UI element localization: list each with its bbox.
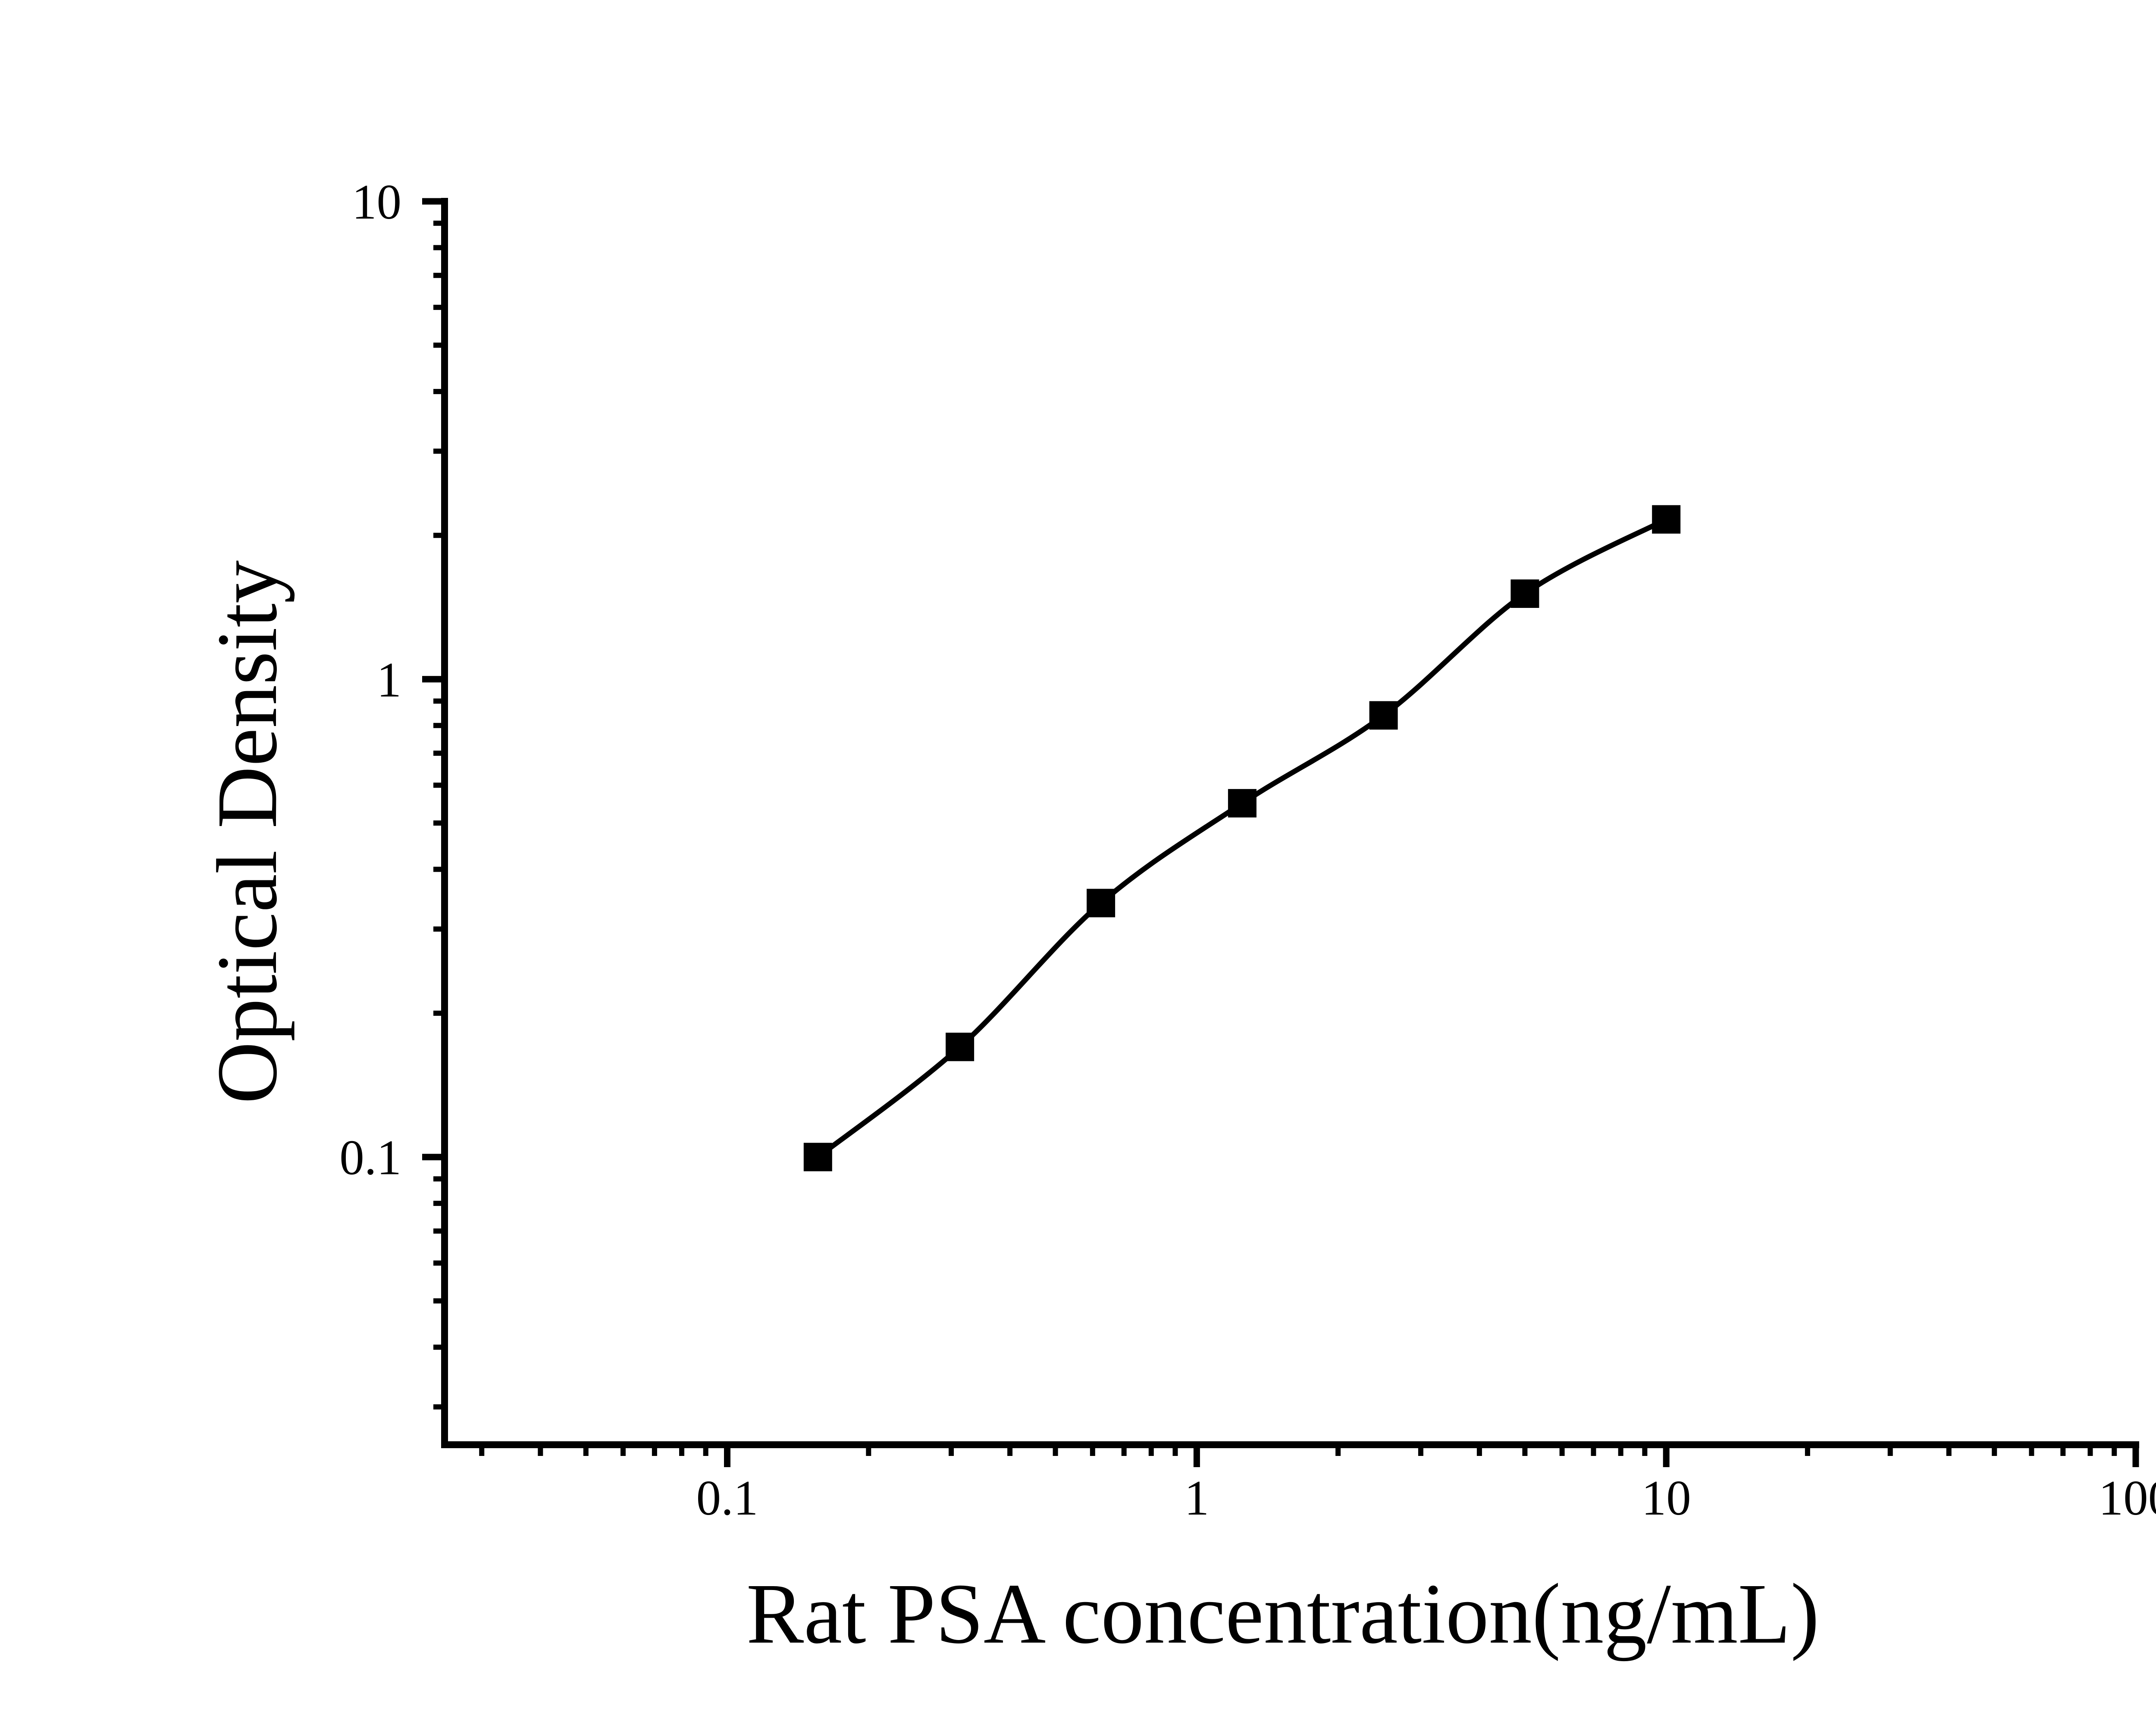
y-tick-label: 1 xyxy=(377,652,402,707)
y-axis-title: Optical Density xyxy=(200,560,295,1104)
data-point-marker xyxy=(1369,701,1398,730)
data-point-marker xyxy=(1087,889,1116,917)
x-tick-label: 1 xyxy=(1185,1471,1210,1525)
data-point-marker xyxy=(946,1033,975,1061)
y-tick-label: 0.1 xyxy=(339,1130,401,1185)
data-point-marker xyxy=(1652,505,1681,534)
x-tick-label: 0.1 xyxy=(696,1471,758,1525)
data-point-marker xyxy=(1510,579,1539,608)
y-tick-label: 10 xyxy=(352,175,401,229)
data-point-marker xyxy=(1228,789,1257,818)
axis-lines xyxy=(441,198,2139,1448)
x-tick-label: 10 xyxy=(1642,1471,1691,1525)
x-axis-title: Rat PSA concentration(ng/mL) xyxy=(746,1566,1819,1662)
fit-curve xyxy=(816,517,1667,1159)
x-tick-label: 100 xyxy=(2099,1471,2156,1525)
data-point-marker xyxy=(803,1143,832,1171)
